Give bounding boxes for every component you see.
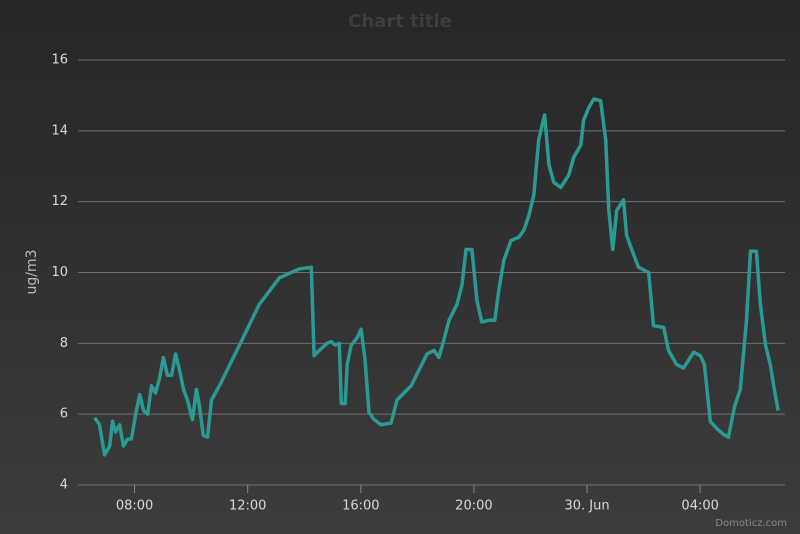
credits: Domoticz.com — [715, 518, 787, 529]
x-tick-label: 20:00 — [455, 499, 492, 514]
y-tick-label: 8 — [60, 336, 68, 351]
x-tick-label: 08:00 — [116, 499, 153, 514]
x-tick-label: 30. Jun — [564, 499, 609, 514]
x-tick-label: 16:00 — [342, 499, 379, 514]
y-tick-label: 4 — [60, 478, 68, 493]
data-line — [93, 97, 780, 457]
chart-title: Chart title — [348, 11, 452, 32]
y-axis-label: ug/m3 — [24, 249, 40, 294]
x-tick-label: 04:00 — [681, 499, 718, 514]
y-tick-label: 10 — [51, 265, 68, 280]
y-tick-label: 16 — [51, 53, 68, 68]
x-tick-label: 12:00 — [229, 499, 266, 514]
y-tick-label: 12 — [51, 194, 68, 209]
y-tick-label: 14 — [51, 123, 68, 138]
y-tick-label: 6 — [60, 407, 68, 422]
